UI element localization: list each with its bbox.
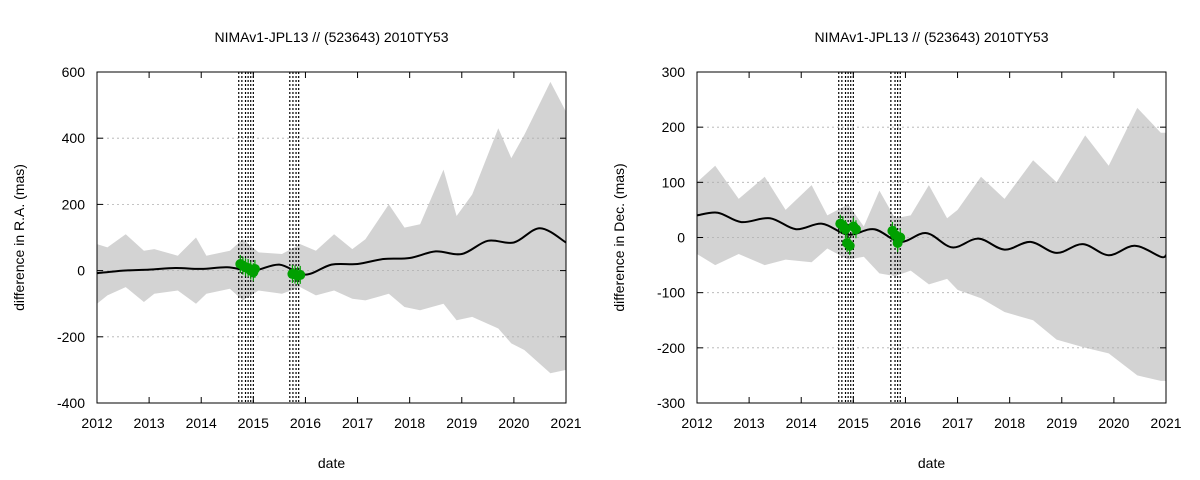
y-tick-label: 600 — [62, 64, 86, 80]
y-tick-label: -200 — [657, 340, 685, 356]
x-tick-label: 2012 — [681, 415, 712, 431]
series-line — [97, 227, 566, 276]
x-tick-label: 2016 — [890, 415, 921, 431]
x-tick-label: 2021 — [550, 415, 581, 431]
x-tick-label: 2014 — [786, 415, 817, 431]
x-tick-label: 2017 — [942, 415, 973, 431]
y-tick-label: -200 — [57, 329, 85, 345]
x-tick-label: 2020 — [1098, 415, 1129, 431]
y-tick-label: 0 — [677, 230, 685, 246]
y-tick-label: 200 — [62, 196, 86, 212]
x-tick-label: 2013 — [734, 415, 765, 431]
observation-point — [249, 263, 260, 274]
observation-point — [895, 232, 906, 243]
y-tick-label: 100 — [662, 174, 686, 190]
observation-point — [295, 269, 306, 280]
y-tick-label: 200 — [662, 119, 686, 135]
x-tick-label: 2019 — [446, 415, 477, 431]
x-tick-label: 2021 — [1150, 415, 1181, 431]
x-tick-label: 2019 — [1046, 415, 1077, 431]
ra-chart: 600 400 200 0 -200 -400 2012 2013 2014 2015 2016 20… — [11, 29, 582, 471]
x-tick-label: 2012 — [81, 415, 112, 431]
y-tick-label: -400 — [57, 395, 85, 411]
x-tick-label: 2016 — [290, 415, 321, 431]
y-axis-label: difference in Dec. (mas) — [611, 163, 627, 311]
plot-frame — [96, 71, 567, 404]
x-tick-label: 2017 — [342, 415, 373, 431]
y-tick-label: 0 — [77, 263, 85, 279]
chart-title: NIMAv1-JPL13 // (523643) 2010TY53 — [815, 29, 1049, 45]
x-tick-label: 2013 — [134, 415, 165, 431]
y-tick-label: 400 — [62, 130, 86, 146]
x-tick-label: 2015 — [838, 415, 869, 431]
x-tick-label: 2020 — [498, 415, 529, 431]
x-axis-label: date — [918, 455, 945, 471]
x-tick-label: 2018 — [394, 415, 425, 431]
x-tick-label: 2015 — [238, 415, 269, 431]
x-tick-label: 2018 — [994, 415, 1025, 431]
observation-point — [840, 224, 851, 235]
series-line — [697, 211, 1166, 259]
dec-chart: 300 200 100 0 -100 -200 -300 2012 2013 2014 2015 20… — [611, 29, 1182, 471]
y-tick-label: 300 — [662, 64, 686, 80]
y-tick-label: -100 — [657, 285, 685, 301]
chart-title: NIMAv1-JPL13 // (523643) 2010TY53 — [215, 29, 449, 45]
y-tick-label: -300 — [657, 395, 685, 411]
x-axis-label: date — [318, 455, 345, 471]
observation-point — [844, 240, 855, 251]
x-tick-label: 2014 — [186, 415, 217, 431]
y-axis-label: difference in R.A. (mas) — [11, 164, 27, 311]
uncertainty-band — [97, 81, 566, 374]
observation-point — [850, 224, 861, 235]
uncertainty-band — [697, 107, 1166, 381]
